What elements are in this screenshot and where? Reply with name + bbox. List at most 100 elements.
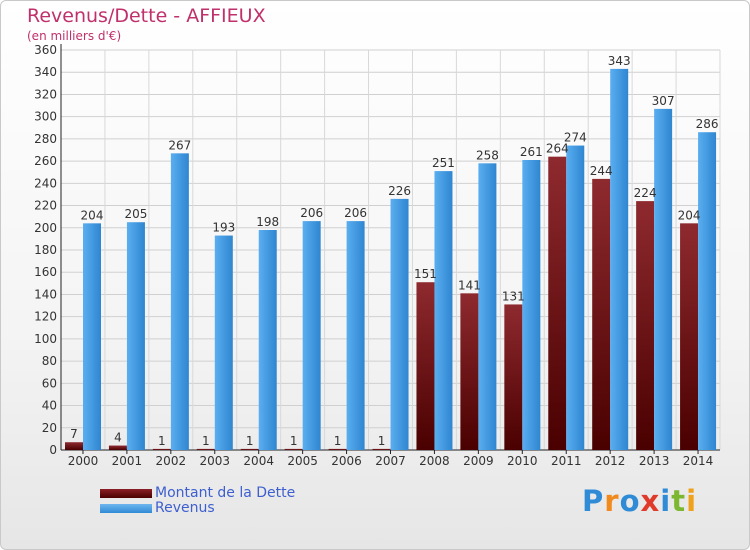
bar-revenue: [346, 221, 365, 450]
x-tick-label: 2013: [639, 454, 670, 468]
bar-revenue: [522, 160, 541, 450]
bar-debt: [152, 448, 171, 450]
data-label-debt: 204: [678, 208, 701, 222]
data-label-revenue: 251: [432, 156, 455, 170]
bar-revenue: [83, 223, 101, 450]
y-tick-label: 40: [42, 399, 57, 413]
logo-letter: t: [671, 484, 687, 518]
x-tick-label: 2001: [112, 454, 143, 468]
x-tick-label: 2007: [375, 454, 406, 468]
y-tick-label: 0: [49, 443, 57, 457]
data-label-revenue: 206: [300, 206, 323, 220]
y-tick-label: 360: [34, 43, 57, 57]
y-tick-label: 120: [34, 310, 57, 324]
bar-revenue: [698, 132, 717, 450]
logo-letter: i: [686, 484, 698, 518]
data-label-debt: 1: [202, 434, 210, 448]
data-label-revenue: 261: [520, 145, 543, 159]
data-label-revenue: 226: [388, 184, 411, 198]
x-tick-label: 2000: [68, 454, 99, 468]
y-tick-label: 300: [34, 110, 57, 124]
data-label-debt: 131: [502, 289, 525, 303]
data-label-debt: 224: [634, 186, 657, 200]
bar-debt: [196, 448, 215, 450]
bar-debt: [328, 448, 347, 450]
y-tick-label: 180: [34, 243, 57, 257]
x-tick-label: 2012: [595, 454, 626, 468]
y-tick-label: 240: [34, 176, 57, 190]
y-tick-label: 160: [34, 265, 57, 279]
legend-label-debt: Montant de la Dette: [155, 485, 296, 501]
y-tick-label: 200: [34, 221, 57, 235]
bar-debt: [504, 304, 523, 450]
chart-title: Revenus/Dette - AFFIEUX: [27, 5, 266, 27]
y-tick-label: 140: [34, 287, 57, 301]
y-tick-label: 100: [34, 332, 57, 346]
x-tick-label: 2005: [287, 454, 318, 468]
y-tick-label: 320: [34, 87, 57, 101]
x-tick-label: 2004: [243, 454, 274, 468]
data-label-debt: 1: [378, 434, 386, 448]
x-tick-label: 2003: [199, 454, 230, 468]
x-tick-label: 2008: [419, 454, 450, 468]
y-tick-label: 20: [42, 421, 57, 435]
logo-letter: r: [604, 484, 620, 518]
y-tick-label: 220: [34, 199, 57, 213]
bar-revenue: [390, 198, 409, 450]
bar-debt: [548, 156, 567, 450]
data-label-debt: 7: [70, 427, 78, 441]
data-label-revenue: 307: [652, 94, 675, 108]
logo-letter: o: [619, 484, 641, 518]
bar-debt: [65, 442, 83, 450]
chart-subtitle: (en milliers d'€): [27, 29, 122, 43]
bar-debt: [240, 448, 259, 450]
y-tick-label: 280: [34, 132, 57, 146]
bar-revenue: [214, 235, 233, 450]
bar-revenue: [126, 222, 145, 450]
y-tick-label: 60: [42, 376, 57, 390]
data-label-debt: 141: [458, 278, 481, 292]
data-label-revenue: 274: [564, 131, 587, 145]
bar-revenue: [478, 163, 497, 451]
data-label-debt: 151: [414, 267, 437, 281]
data-label-revenue: 286: [696, 117, 719, 131]
data-label-revenue: 198: [256, 215, 279, 229]
data-label-debt: 1: [334, 434, 342, 448]
data-label-revenue: 258: [476, 148, 499, 162]
data-label-debt: 1: [290, 434, 298, 448]
y-tick-label: 80: [42, 354, 57, 368]
x-tick-label: 2010: [507, 454, 538, 468]
bar-revenue: [654, 108, 673, 450]
bar-debt: [372, 448, 391, 450]
proxiti-logo: Proxiti: [582, 484, 697, 518]
logo-letter: i: [660, 484, 672, 518]
bar-revenue: [170, 153, 189, 451]
bar-debt: [108, 445, 127, 450]
bar-revenue: [258, 230, 277, 450]
data-label-debt: 244: [590, 164, 613, 178]
y-tick-label: 340: [34, 65, 57, 79]
legend-label-revenue: Revenus: [155, 500, 215, 516]
bar-debt: [592, 178, 611, 450]
bar-revenue: [302, 221, 321, 450]
data-label-debt: 264: [546, 142, 569, 156]
x-tick-label: 2006: [331, 454, 362, 468]
x-tick-label: 2011: [551, 454, 582, 468]
data-label-revenue: 267: [168, 138, 191, 152]
legend-swatch-revenue: [100, 504, 152, 513]
bar-debt: [416, 282, 435, 450]
data-label-debt: 1: [158, 434, 166, 448]
bar-debt: [636, 201, 655, 450]
data-label-debt: 4: [114, 431, 122, 445]
legend-swatch-debt: [100, 489, 152, 498]
logo-letter: x: [640, 484, 661, 518]
bar-revenue: [610, 68, 629, 450]
data-label-debt: 1: [246, 434, 254, 448]
x-tick-label: 2002: [156, 454, 187, 468]
bar-debt: [680, 223, 699, 450]
bar-revenue: [434, 171, 453, 450]
bar-revenue: [566, 145, 585, 451]
bar-debt: [460, 293, 479, 450]
x-tick-label: 2014: [683, 454, 714, 468]
